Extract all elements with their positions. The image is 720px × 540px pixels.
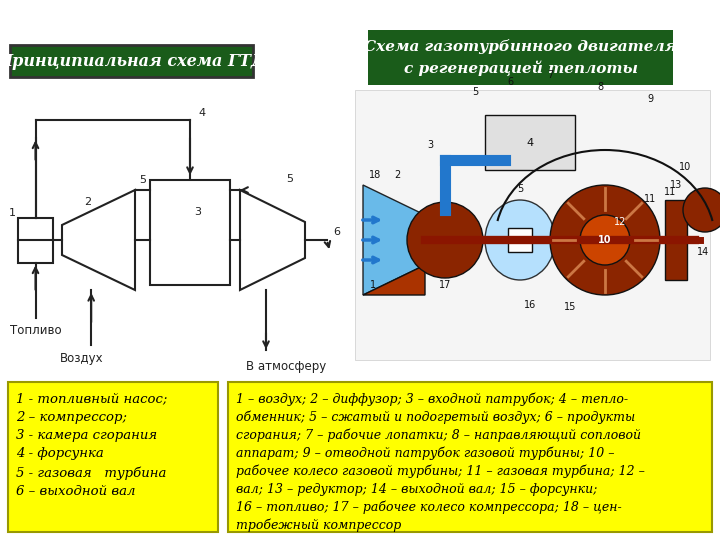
Text: 3: 3 [427, 140, 433, 150]
Text: 10: 10 [679, 162, 691, 172]
Text: 17: 17 [438, 280, 451, 290]
Text: 11: 11 [664, 187, 676, 197]
Polygon shape [363, 265, 425, 295]
Text: 4: 4 [198, 108, 205, 118]
Bar [485, 115, 575, 170]
Bar [508, 228, 532, 252]
Text: Топливо: Топливо [9, 325, 61, 338]
Text: 1 - топливный насос;
2 – компрессор;
3 - камера сгорания
4 - форсунка
5 - газова: 1 - топливный насос; 2 – компрессор; 3 -… [16, 392, 167, 498]
Text: 5: 5 [139, 175, 146, 185]
Ellipse shape [485, 200, 555, 280]
Text: 8: 8 [597, 82, 603, 92]
Text: 6: 6 [333, 227, 341, 237]
Text: 13: 13 [670, 180, 682, 190]
Text: 10: 10 [598, 235, 612, 245]
Bar [665, 200, 687, 280]
Text: 2: 2 [394, 170, 400, 180]
Circle shape [683, 188, 720, 232]
Polygon shape [363, 185, 425, 295]
Text: 6: 6 [507, 77, 513, 87]
Text: 2: 2 [84, 197, 91, 207]
Text: 12: 12 [614, 217, 626, 227]
FancyBboxPatch shape [368, 30, 673, 85]
Text: 4: 4 [526, 138, 534, 147]
Text: 11: 11 [644, 194, 656, 204]
Text: Воздух: Воздух [59, 352, 103, 365]
Bar [150, 180, 230, 285]
FancyBboxPatch shape [10, 45, 253, 77]
Text: 5: 5 [517, 184, 523, 194]
Bar [355, 90, 710, 360]
Text: 7: 7 [547, 70, 553, 80]
Text: Принципиальная схема ГТД: Принципиальная схема ГТД [0, 52, 266, 70]
Text: 1: 1 [9, 207, 16, 218]
Bar [18, 218, 53, 262]
Text: 18: 18 [369, 170, 381, 180]
Text: 5: 5 [472, 87, 478, 97]
Text: 5: 5 [287, 174, 294, 184]
Text: 16: 16 [524, 300, 536, 310]
Text: 14: 14 [697, 247, 709, 257]
Text: В атмосферу: В атмосферу [246, 360, 326, 373]
Circle shape [580, 215, 630, 265]
Text: 15: 15 [564, 302, 576, 312]
Circle shape [407, 202, 483, 278]
Text: 3: 3 [194, 207, 202, 217]
Text: 1 – воздух; 2 – диффузор; 3 – входной патрубок; 4 – тепло-
обменник; 5 – сжатый : 1 – воздух; 2 – диффузор; 3 – входной па… [236, 392, 645, 532]
Circle shape [550, 185, 660, 295]
Text: 9: 9 [647, 94, 653, 104]
FancyBboxPatch shape [228, 382, 712, 532]
Text: Схема газотурбинного двигателя
с регенерацией теплоты: Схема газотурбинного двигателя с регенер… [364, 39, 677, 76]
Text: 1: 1 [370, 280, 376, 290]
FancyBboxPatch shape [8, 382, 218, 532]
